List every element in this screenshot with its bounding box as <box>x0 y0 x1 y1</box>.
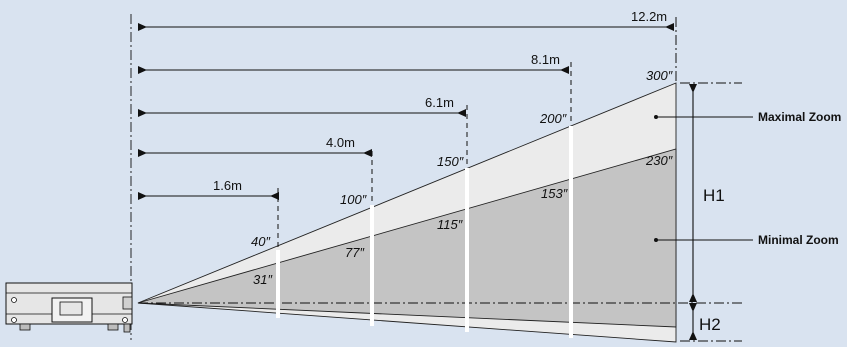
distance-label-4: 8.1m <box>531 52 560 67</box>
min-size-label-1: 31″ <box>253 272 272 287</box>
distance-label-2: 4.0m <box>326 135 355 150</box>
min-size-label-2: 77″ <box>345 245 364 260</box>
min-zoom-cone <box>137 148 677 328</box>
height-dimensions <box>680 82 742 342</box>
distance-label-5: 12.2m <box>631 9 667 24</box>
distance-label-1: 1.6m <box>213 178 242 193</box>
h2-label: H2 <box>699 315 721 334</box>
zoom-leader-lines <box>654 115 753 242</box>
distance-arrows <box>138 23 674 200</box>
max-size-label-2: 100″ <box>340 192 367 207</box>
max-size-label-5: 300″ <box>646 68 673 83</box>
distance-label-3: 6.1m <box>425 95 454 110</box>
min-size-label-4: 153″ <box>541 186 568 201</box>
min-size-label-5: 230″ <box>645 153 673 168</box>
minimal-zoom-label: Minimal Zoom <box>758 233 839 247</box>
min-size-label-3: 115″ <box>437 217 463 232</box>
h1-label: H1 <box>703 186 725 205</box>
max-size-label-4: 200″ <box>539 111 567 126</box>
max-size-label-1: 40″ <box>251 234 270 249</box>
projector-icon <box>5 282 133 333</box>
maximal-zoom-label: Maximal Zoom <box>758 110 841 124</box>
max-size-label-3: 150″ <box>437 154 464 169</box>
screen-position-lines <box>276 17 677 338</box>
